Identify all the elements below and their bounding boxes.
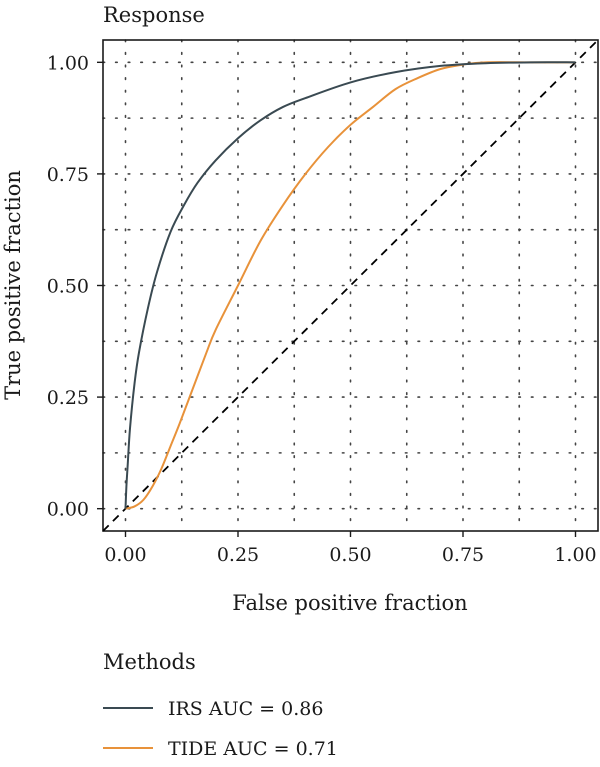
chart-title: Response (103, 3, 205, 27)
series-line-tide (125, 61, 576, 510)
plot-area: 0.00 0.25 0.50 0.75 1.00 0.00 0.25 0.50 0.75 1.00 (47, 39, 599, 566)
series-line-irs (124, 61, 576, 509)
x-axis-label: False positive fraction (232, 591, 467, 615)
y-tick-label: 0.25 (47, 387, 89, 409)
y-tick-label: 1.00 (47, 52, 89, 74)
reference-diagonal-line (102, 39, 599, 532)
legend: Methods IRS AUC = 0.86 TIDE AUC = 0.71 (103, 650, 338, 760)
legend-title: Methods (103, 650, 196, 674)
x-tick-label: 0.25 (217, 544, 259, 566)
legend-label-tide: TIDE AUC = 0.71 (168, 738, 338, 760)
y-axis-label: True positive fraction (1, 170, 25, 400)
x-tick-label: 0.50 (329, 544, 371, 566)
y-tick-label: 0.00 (47, 499, 89, 521)
y-tick-label: 0.75 (47, 164, 89, 186)
legend-label-irs: IRS AUC = 0.86 (168, 698, 323, 720)
x-tick-label: 0.00 (104, 544, 146, 566)
y-tick-label: 0.50 (47, 276, 89, 298)
x-tick-label: 0.75 (442, 544, 484, 566)
x-tick-label: 1.00 (554, 544, 596, 566)
